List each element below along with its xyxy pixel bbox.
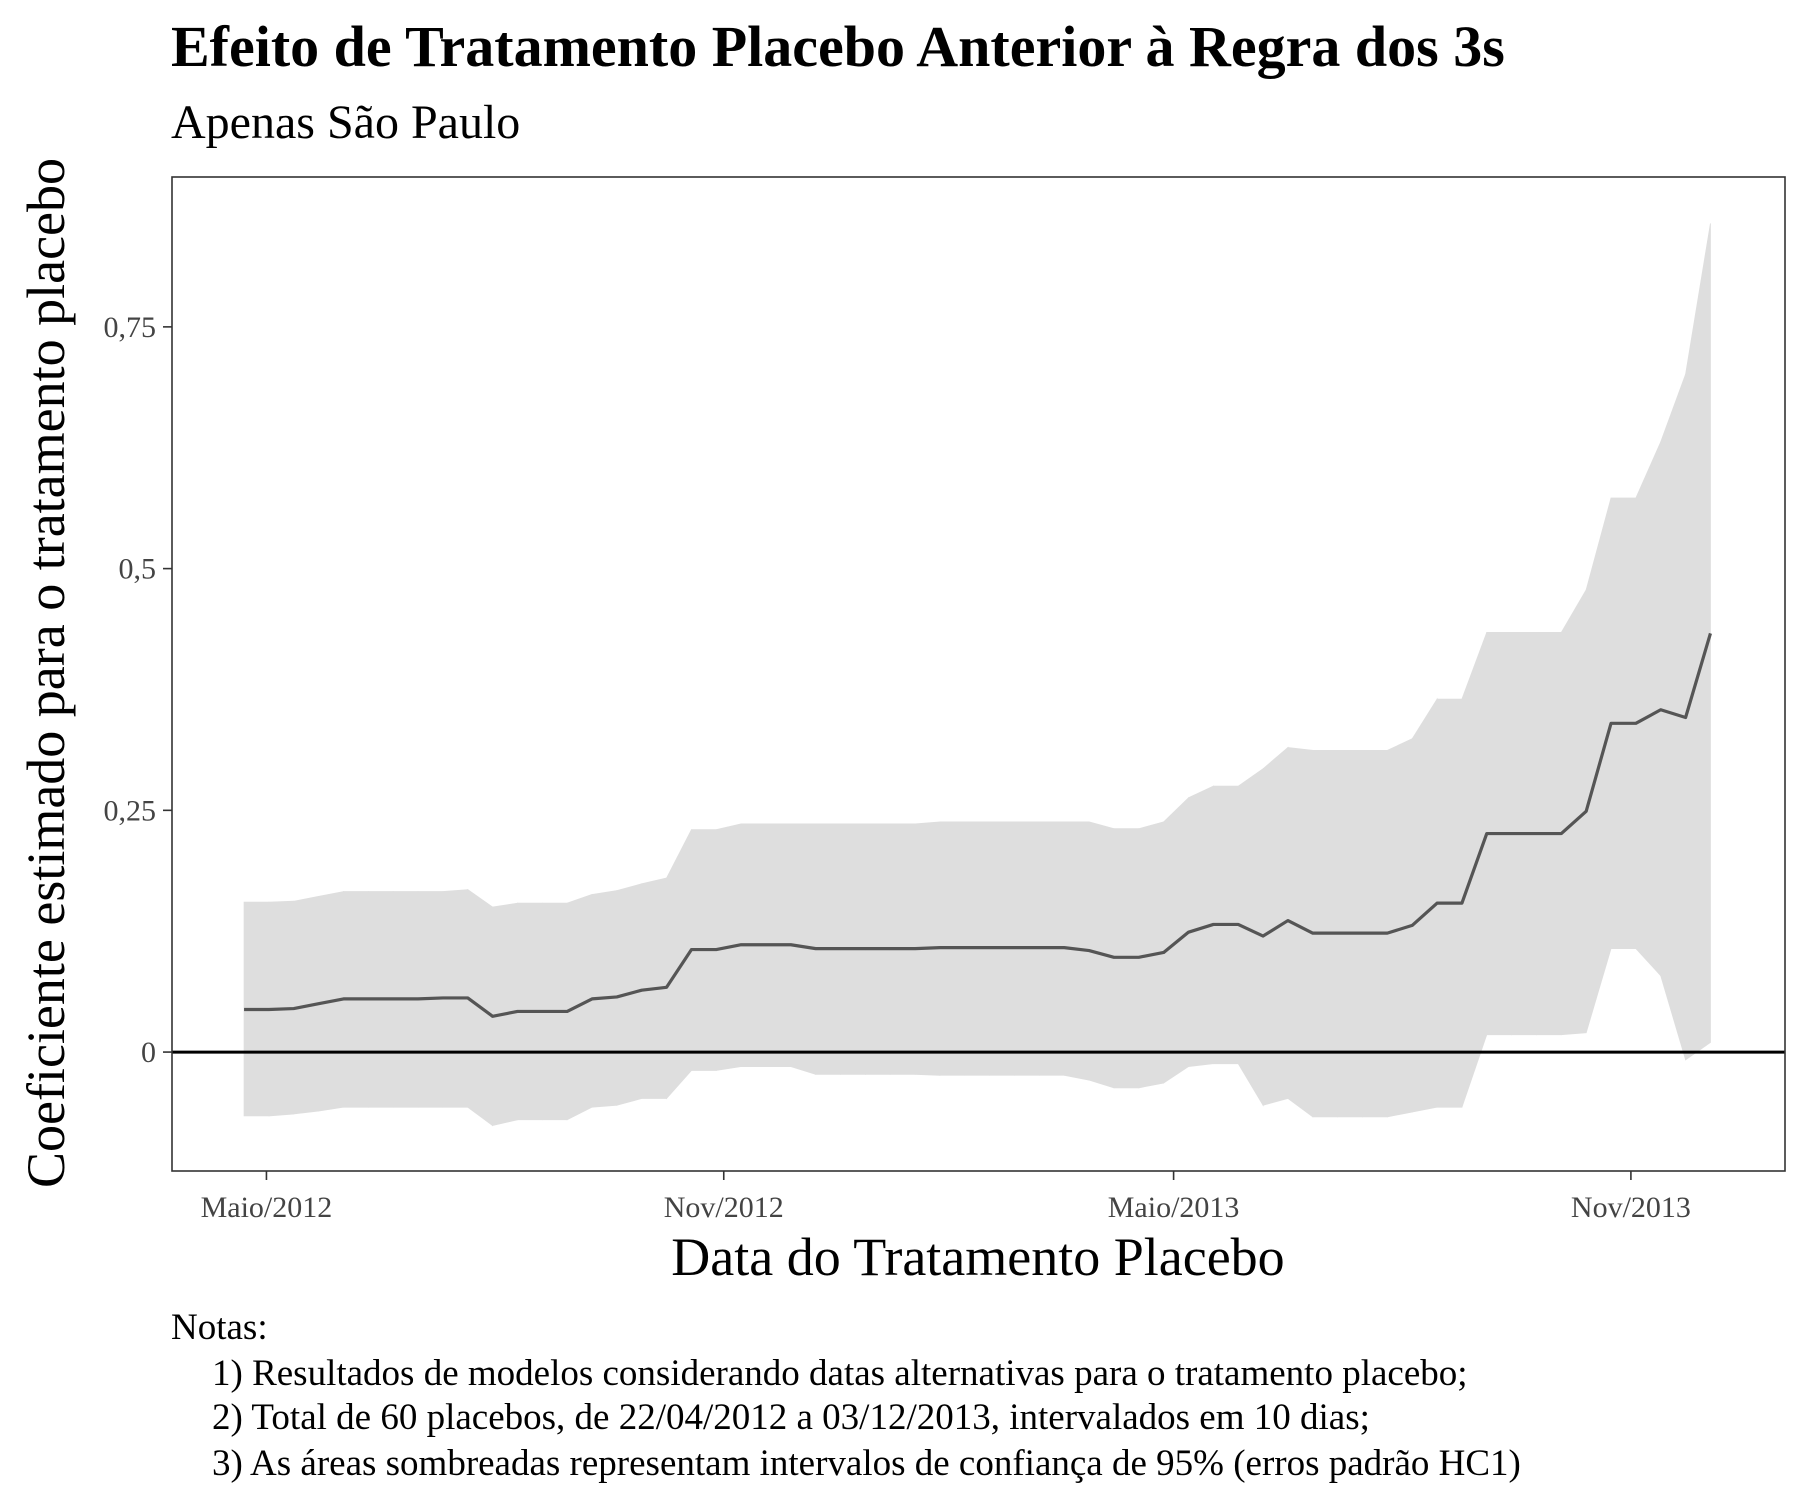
confidence-band: [1237, 767, 1264, 1107]
confidence-band: [666, 829, 692, 1100]
x-axis-title: Data do Tratamento Placebo: [671, 1227, 1284, 1287]
estimate-line: [244, 632, 1712, 1018]
chart-subtitle: Apenas São Paulo: [171, 96, 520, 149]
notes-title: Notas:: [171, 1307, 268, 1348]
confidence-band: [1685, 223, 1711, 1061]
chart-title: Efeito de Tratamento Placebo Anterior à …: [171, 14, 1505, 79]
y-tick-label: 0,5: [119, 553, 157, 586]
x-tick-label: Maio/2013: [1108, 1191, 1240, 1224]
x-tick-label: Nov/2012: [664, 1191, 784, 1224]
x-tick-label: Maio/2012: [201, 1191, 333, 1224]
y-tick-label: 0,25: [104, 794, 157, 827]
plot-border: [171, 176, 1786, 1172]
y-axis-title: Coeficiente estimado para o tratamento p…: [16, 158, 76, 1188]
note: 1) Resultados de modelos considerando da…: [212, 1353, 1468, 1394]
y-tick-label: 0: [141, 1036, 156, 1069]
confidence-band: [566, 893, 593, 1121]
note: 3) As áreas sombreadas representam inter…: [212, 1443, 1521, 1484]
confidence-band: [1635, 441, 1662, 977]
confidence-band: [1560, 588, 1587, 1036]
note: 2) Total de 60 placebos, de 22/04/2012 a…: [212, 1397, 1370, 1438]
y-tick-label: 0,75: [104, 311, 157, 344]
x-tick-label: Nov/2013: [1571, 1191, 1691, 1224]
